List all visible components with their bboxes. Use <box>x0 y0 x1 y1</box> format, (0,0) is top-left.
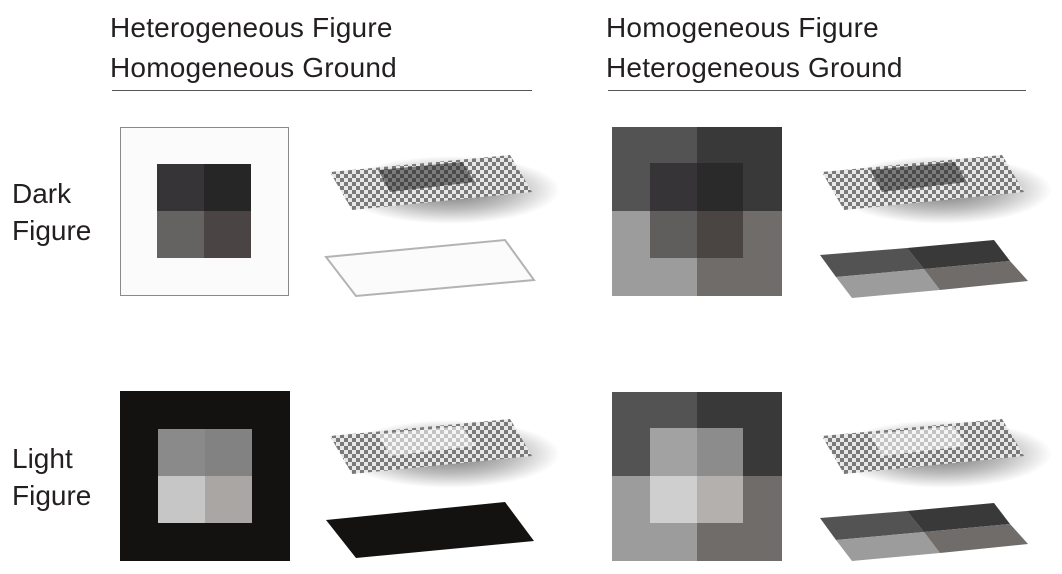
figure-on-transparency-layer <box>378 426 475 456</box>
column-header-right: Homogeneous Figure Heterogeneous Ground <box>606 8 903 88</box>
figure-cell-top-right <box>697 428 743 476</box>
panel-dark-figure-white-ground <box>120 127 289 296</box>
ground-cell-bottom-left <box>836 532 940 561</box>
ground-layer-black <box>326 502 534 558</box>
row-header-light-line1: Light <box>12 443 73 474</box>
panel-light-figure-hetero-ground <box>612 392 782 561</box>
figure-cell-top-left <box>157 164 204 211</box>
figure-cell-top-left <box>650 428 697 476</box>
figure-cell-bottom-left <box>157 211 204 258</box>
ground-cell-bottom-right <box>924 261 1028 290</box>
column-header-left-line2: Homogeneous Ground <box>110 52 397 83</box>
row-header-light-figure: Light Figure <box>12 440 91 514</box>
row-header-dark-line2: Figure <box>12 215 92 246</box>
ground-layer-white <box>324 238 536 298</box>
figure-on-transparency-layer <box>870 426 967 456</box>
layer-stack-light-figure-hetero-ground <box>820 419 1052 561</box>
ground-cell-top-right <box>907 240 1010 269</box>
ground-cell-top-left <box>820 511 924 540</box>
figure-cell-bottom-right <box>697 476 743 523</box>
ground-cell-top-right <box>907 503 1010 532</box>
figure-cell-top-right <box>204 164 251 211</box>
ground-cell-bottom-left <box>836 269 940 298</box>
figure-cell-top-left <box>650 163 697 211</box>
panel-dark-figure-hetero-ground <box>612 127 782 296</box>
layer-stack-dark-figure-white-ground <box>324 155 560 298</box>
row-header-light-line2: Figure <box>12 480 92 511</box>
figure-cell-bottom-right <box>205 476 252 523</box>
figure-cell-bottom-right <box>204 211 251 258</box>
figure-cell-bottom-left <box>650 476 697 523</box>
panel-light-figure-black-ground <box>120 391 290 561</box>
figure-on-transparency-layer <box>378 162 475 192</box>
column-header-left-line1: Heterogeneous Figure <box>110 12 393 43</box>
column-header-right-rule <box>608 90 1026 91</box>
row-header-dark-line1: Dark <box>12 178 72 209</box>
figure-cell-bottom-left <box>158 476 205 523</box>
layer-stack-dark-figure-hetero-ground <box>820 155 1052 298</box>
column-header-left: Heterogeneous Figure Homogeneous Ground <box>110 8 397 88</box>
ground-cell-top-left <box>820 248 924 277</box>
ground-cell-bottom-right <box>924 524 1028 553</box>
layer-stack-light-figure-black-ground <box>326 419 560 558</box>
figure-cell-bottom-right <box>697 211 743 258</box>
column-header-left-rule <box>112 90 532 91</box>
figure-on-transparency-layer <box>870 162 967 192</box>
figure-cell-top-left <box>158 429 205 476</box>
figure-cell-bottom-left <box>650 211 697 258</box>
figure-cell-top-right <box>205 429 252 476</box>
column-header-right-line1: Homogeneous Figure <box>606 12 879 43</box>
column-header-right-line2: Heterogeneous Ground <box>606 52 903 83</box>
row-header-dark-figure: Dark Figure <box>12 175 91 249</box>
figure-cell-top-right <box>697 163 743 211</box>
